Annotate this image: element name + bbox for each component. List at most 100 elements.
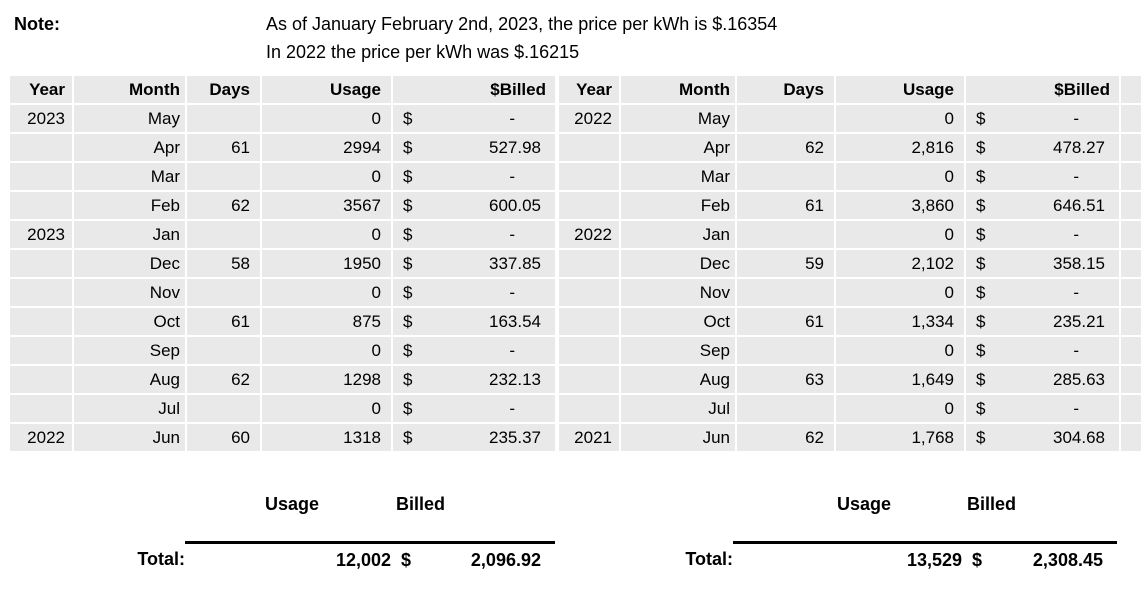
column-header-usage[interactable]: Usage <box>834 74 966 105</box>
usage-cell[interactable]: 1318 <box>260 422 393 453</box>
month-cell[interactable]: Apr <box>72 132 187 163</box>
days-cell[interactable] <box>185 161 262 192</box>
usage-cell[interactable]: 1950 <box>260 248 393 279</box>
billed-cell[interactable]: $ - <box>391 103 557 134</box>
usage-cell[interactable]: 0 <box>834 161 966 192</box>
days-cell[interactable]: 62 <box>735 132 836 163</box>
year-cell[interactable] <box>8 364 74 395</box>
billed-cell[interactable]: $ - <box>391 161 557 192</box>
usage-cell[interactable]: 0 <box>260 393 393 424</box>
usage-cell[interactable]: 0 <box>834 335 966 366</box>
column-header-days[interactable]: Days <box>185 74 262 105</box>
year-cell[interactable] <box>8 161 74 192</box>
year-cell[interactable]: 2021 <box>557 422 621 453</box>
days-cell[interactable] <box>735 335 836 366</box>
billed-cell[interactable]: $ 285.63 <box>964 364 1121 395</box>
days-cell[interactable] <box>735 103 836 134</box>
year-cell[interactable] <box>557 306 621 337</box>
month-cell[interactable]: Jul <box>619 393 737 424</box>
year-cell[interactable] <box>557 161 621 192</box>
billed-cell[interactable]: $ 358.15 <box>964 248 1121 279</box>
usage-cell[interactable]: 2994 <box>260 132 393 163</box>
column-header-usage[interactable]: Usage <box>260 74 393 105</box>
billed-cell[interactable]: $ - <box>391 335 557 366</box>
year-cell[interactable] <box>557 248 621 279</box>
billed-cell[interactable]: $ 304.68 <box>964 422 1121 453</box>
month-cell[interactable]: Sep <box>619 335 737 366</box>
year-cell[interactable] <box>8 335 74 366</box>
billed-cell[interactable]: $ 600.05 <box>391 190 557 221</box>
month-cell[interactable]: Oct <box>619 306 737 337</box>
month-cell[interactable]: Dec <box>619 248 737 279</box>
year-cell[interactable] <box>8 277 74 308</box>
usage-cell[interactable]: 1,768 <box>834 422 966 453</box>
month-cell[interactable]: Jan <box>619 219 737 250</box>
days-cell[interactable] <box>735 219 836 250</box>
billed-cell[interactable]: $ 478.27 <box>964 132 1121 163</box>
year-cell[interactable] <box>557 393 621 424</box>
column-header-billed[interactable]: $Billed <box>964 74 1121 105</box>
month-cell[interactable]: Jul <box>72 393 187 424</box>
usage-cell[interactable]: 3,860 <box>834 190 966 221</box>
usage-cell[interactable]: 0 <box>260 161 393 192</box>
days-cell[interactable] <box>735 393 836 424</box>
month-cell[interactable]: Oct <box>72 306 187 337</box>
days-cell[interactable] <box>185 103 262 134</box>
month-cell[interactable]: Aug <box>72 364 187 395</box>
month-cell[interactable]: Dec <box>72 248 187 279</box>
usage-cell[interactable]: 0 <box>260 103 393 134</box>
days-cell[interactable]: 61 <box>185 306 262 337</box>
usage-cell[interactable]: 0 <box>260 277 393 308</box>
month-cell[interactable]: Jan <box>72 219 187 250</box>
usage-cell[interactable]: 2,816 <box>834 132 966 163</box>
year-cell[interactable] <box>557 132 621 163</box>
billed-cell[interactable]: $ 232.13 <box>391 364 557 395</box>
total-billed-cell[interactable]: $ 2,308.45 <box>962 541 1117 576</box>
days-cell[interactable]: 59 <box>735 248 836 279</box>
billed-cell[interactable]: $ - <box>391 393 557 424</box>
month-cell[interactable]: Nov <box>72 277 187 308</box>
month-cell[interactable]: May <box>619 103 737 134</box>
days-cell[interactable]: 62 <box>185 190 262 221</box>
total-billed-cell[interactable]: $ 2,096.92 <box>391 541 555 576</box>
month-cell[interactable]: Feb <box>72 190 187 221</box>
days-cell[interactable]: 61 <box>185 132 262 163</box>
month-cell[interactable]: May <box>72 103 187 134</box>
month-cell[interactable]: Mar <box>619 161 737 192</box>
month-cell[interactable]: Jun <box>619 422 737 453</box>
year-cell[interactable] <box>557 190 621 221</box>
billed-cell[interactable]: $ - <box>391 277 557 308</box>
month-cell[interactable]: Sep <box>72 335 187 366</box>
days-cell[interactable] <box>185 393 262 424</box>
column-header-days[interactable]: Days <box>735 74 836 105</box>
year-cell[interactable] <box>557 335 621 366</box>
days-cell[interactable]: 62 <box>185 364 262 395</box>
billed-cell[interactable]: $ - <box>964 335 1121 366</box>
billed-cell[interactable]: $ 235.37 <box>391 422 557 453</box>
billed-cell[interactable]: $ 646.51 <box>964 190 1121 221</box>
usage-cell[interactable]: 875 <box>260 306 393 337</box>
year-cell[interactable] <box>557 364 621 395</box>
days-cell[interactable] <box>185 219 262 250</box>
month-cell[interactable]: Feb <box>619 190 737 221</box>
column-header-year[interactable]: Year <box>557 74 621 105</box>
days-cell[interactable]: 60 <box>185 422 262 453</box>
usage-cell[interactable]: 3567 <box>260 190 393 221</box>
billed-cell[interactable]: $ 235.21 <box>964 306 1121 337</box>
days-cell[interactable]: 61 <box>735 306 836 337</box>
days-cell[interactable]: 63 <box>735 364 836 395</box>
usage-cell[interactable]: 0 <box>260 219 393 250</box>
billed-cell[interactable]: $ 163.54 <box>391 306 557 337</box>
usage-cell[interactable]: 0 <box>260 335 393 366</box>
total-usage-value[interactable]: 12,002 <box>260 541 391 576</box>
days-cell[interactable]: 61 <box>735 190 836 221</box>
billed-cell[interactable]: $ 337.85 <box>391 248 557 279</box>
column-header-billed[interactable]: $Billed <box>391 74 557 105</box>
usage-cell[interactable]: 0 <box>834 103 966 134</box>
column-header-month[interactable]: Month <box>72 74 187 105</box>
billed-cell[interactable]: $ - <box>964 103 1121 134</box>
month-cell[interactable]: Nov <box>619 277 737 308</box>
year-cell[interactable]: 2022 <box>557 103 621 134</box>
year-cell[interactable]: 2023 <box>8 219 74 250</box>
usage-cell[interactable]: 1,649 <box>834 364 966 395</box>
